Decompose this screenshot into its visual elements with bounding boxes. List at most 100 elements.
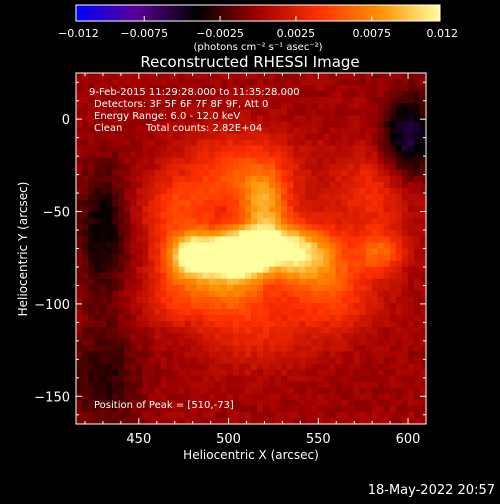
heatmap-cell	[94, 115, 101, 123]
heatmap-cell	[112, 369, 119, 377]
heatmap-cell	[226, 254, 234, 262]
heatmap-cell	[347, 302, 355, 310]
heatmap-cell	[166, 127, 174, 135]
heatmap-cell	[299, 103, 306, 110]
heatmap-cell	[389, 151, 397, 159]
heatmap-cell	[311, 254, 318, 262]
heatmap-cell	[263, 115, 270, 123]
heatmap-cell	[407, 357, 415, 365]
heatmap-cell	[88, 363, 95, 371]
heatmap-cell	[118, 411, 125, 419]
heatmap-cell	[88, 399, 95, 407]
heatmap-cell	[244, 272, 252, 280]
heatmap-cell	[347, 103, 355, 110]
heatmap-cell	[329, 91, 337, 98]
heatmap-cell	[323, 169, 331, 177]
heatmap-cell	[154, 224, 162, 231]
heatmap-cell	[281, 109, 288, 116]
heatmap-cell	[100, 381, 107, 389]
heatmap-cell	[251, 248, 258, 256]
heatmap-cell	[389, 175, 397, 183]
heatmap-cell	[317, 315, 325, 322]
heatmap-cell	[287, 278, 294, 286]
heatmap-cell	[275, 139, 282, 147]
heatmap-cell	[377, 163, 385, 171]
heatmap-cell	[118, 236, 125, 244]
heatmap-cell	[220, 242, 228, 250]
heatmap-cell	[317, 296, 325, 304]
heatmap-cell	[196, 169, 204, 177]
heatmap-cell	[269, 260, 276, 268]
heatmap-cell	[112, 121, 119, 129]
heatmap-cell	[419, 321, 427, 328]
heatmap-cell	[323, 139, 331, 147]
heatmap-cell	[136, 290, 143, 298]
heatmap-cell	[196, 139, 204, 147]
heatmap-cell	[401, 309, 409, 316]
heatmap-cell	[208, 85, 216, 92]
heatmap-cell	[335, 260, 343, 268]
heatmap-cell	[263, 284, 270, 292]
heatmap-cell	[323, 218, 331, 225]
heatmap-cell	[244, 218, 252, 225]
heatmap-cell	[275, 109, 282, 116]
heatmap-cell	[220, 302, 228, 310]
heatmap-cell	[335, 321, 343, 328]
heatmap-cell	[178, 175, 186, 183]
heatmap-cell	[275, 127, 282, 135]
heatmap-cell	[341, 260, 349, 268]
heatmap-cell	[232, 309, 240, 316]
heatmap-cell	[100, 79, 107, 86]
heatmap-cell	[232, 73, 240, 80]
heatmap-cell	[419, 315, 427, 322]
heatmap-cell	[383, 345, 391, 352]
heatmap-cell	[383, 387, 391, 395]
heatmap-cell	[401, 327, 409, 334]
heatmap-cell	[124, 242, 131, 250]
heatmap-cell	[130, 103, 137, 110]
heatmap-cell	[293, 339, 300, 346]
heatmap-cell	[88, 327, 95, 334]
heatmap-cell	[178, 345, 186, 352]
heatmap-cell	[341, 79, 349, 86]
heatmap-cell	[281, 309, 288, 316]
heatmap-cell	[317, 411, 325, 419]
heatmap-cell	[323, 357, 331, 365]
heatmap-cell	[323, 145, 331, 153]
heatmap-cell	[238, 163, 246, 171]
heatmap-cell	[299, 79, 306, 86]
heatmap-cell	[106, 302, 113, 310]
heatmap-cell	[299, 284, 306, 292]
heatmap-cell	[160, 309, 168, 316]
heatmap-cell	[335, 200, 343, 207]
heatmap-cell	[341, 296, 349, 304]
heatmap-cell	[329, 351, 337, 359]
heatmap-cell	[365, 351, 373, 359]
heatmap-cell	[232, 224, 240, 231]
heatmap-cell	[82, 278, 89, 286]
heatmap-cell	[214, 139, 222, 147]
heatmap-cell	[172, 375, 180, 383]
heatmap-cell	[142, 357, 150, 365]
heatmap-cell	[413, 200, 421, 207]
heatmap-cell	[208, 79, 216, 86]
heatmap-cell	[281, 236, 288, 244]
heatmap-cell	[184, 266, 192, 274]
heatmap-cell	[251, 260, 258, 268]
heatmap-cell	[341, 399, 349, 407]
heatmap-cell	[377, 339, 385, 346]
heatmap-cell	[335, 230, 343, 237]
heatmap-cell	[359, 327, 367, 334]
heatmap-cell	[184, 357, 192, 365]
heatmap-cell	[160, 194, 168, 201]
heatmap-cell	[142, 109, 150, 116]
heatmap-cell	[94, 405, 101, 413]
heatmap-cell	[130, 139, 137, 147]
heatmap-cell	[347, 242, 355, 250]
heatmap-cell	[413, 315, 421, 322]
heatmap-cell	[419, 357, 427, 365]
heatmap-cell	[311, 393, 318, 401]
heatmap-cell	[413, 121, 421, 129]
heatmap-cell	[142, 387, 150, 395]
heatmap-cell	[293, 387, 300, 395]
